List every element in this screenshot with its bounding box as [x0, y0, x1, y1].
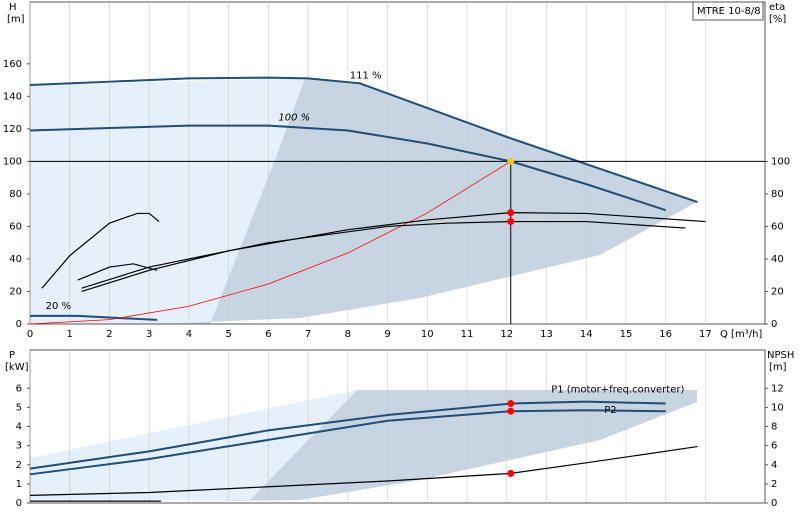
range-light [30, 390, 357, 500]
series-label: 111 % [350, 70, 382, 81]
x-tick-label: 14 [580, 329, 593, 340]
x-tick-label: 12 [500, 329, 513, 340]
operating-point [507, 407, 515, 415]
curve [29, 76, 698, 203]
y-tick-label: 4 [16, 422, 22, 433]
curve [29, 161, 511, 325]
y-tick-label: 60 [9, 221, 22, 232]
series-label: P1 (motor+freq.converter) [551, 385, 684, 396]
x-tick-label: 9 [384, 329, 390, 340]
curve [41, 212, 160, 289]
y2-tick-label: 8 [771, 422, 777, 433]
y-unit: [kW] [5, 362, 29, 373]
y2-tick-label: 2 [771, 479, 777, 490]
y2-tick-label: 10 [771, 402, 784, 413]
operating-point [507, 400, 515, 408]
x-tick-label: 10 [421, 329, 434, 340]
x-tick-label: 1 [67, 329, 73, 340]
x-tick-label: 8 [345, 329, 351, 340]
y2-tick-label: 100 [771, 156, 790, 167]
y-tick-label: 160 [3, 59, 22, 70]
curve [77, 263, 158, 281]
y2-unit: [%] [769, 14, 786, 25]
curve [29, 409, 666, 476]
y2-tick-label: 60 [771, 221, 784, 232]
x-tick-label: 4 [186, 329, 192, 340]
y-tick-label: 0 [16, 498, 22, 509]
y2-label: NPSH [767, 350, 794, 361]
y-tick-label: 80 [9, 189, 22, 200]
y-tick-label: 20 [9, 286, 22, 297]
y2-unit: [m] [769, 362, 787, 373]
x-tick-label: 5 [225, 329, 231, 340]
x-tick-label: 17 [699, 329, 712, 340]
y-label: H [9, 2, 17, 13]
curve [29, 445, 698, 496]
x-tick-label: 16 [659, 329, 672, 340]
operating-point [507, 209, 515, 217]
operating-point [507, 469, 515, 477]
x-tick-label: 15 [620, 329, 633, 340]
x-tick-label: 11 [461, 329, 474, 340]
x-tick-label: 7 [305, 329, 311, 340]
y2-label: eta [769, 2, 785, 13]
curve [30, 314, 158, 321]
y-tick-label: 5 [16, 402, 22, 413]
chart-title: MTRE 10-8/8 [697, 6, 761, 17]
x-tick-label: 6 [265, 329, 271, 340]
y2-tick-label: 40 [771, 254, 784, 265]
x-tick-label: 2 [106, 329, 112, 340]
y-tick-label: 40 [9, 254, 22, 265]
y2-tick-label: 6 [771, 441, 777, 452]
x-label: Q [m³/h] [720, 329, 762, 340]
operating-point [507, 157, 515, 165]
y2-tick-label: 4 [771, 460, 777, 471]
range-light [30, 78, 305, 324]
range-shade [160, 78, 697, 324]
y2-tick-label: 0 [771, 319, 777, 330]
x-tick-label: 3 [146, 329, 152, 340]
curve [29, 124, 666, 212]
curve [29, 400, 666, 470]
operating-point [507, 218, 515, 226]
y-tick-label: 1 [16, 479, 22, 490]
y-tick-label: 2 [16, 460, 22, 471]
y-label: P [9, 350, 15, 361]
y-unit: [m] [7, 14, 25, 25]
curve [81, 212, 706, 293]
y-tick-label: 120 [3, 124, 22, 135]
title-box [692, 1, 764, 21]
y-tick-label: 0 [16, 319, 22, 330]
x-tick-label: 0 [27, 329, 33, 340]
y2-tick-label: 20 [771, 286, 784, 297]
y2-tick-label: 0 [771, 498, 777, 509]
series-label: 20 % [46, 301, 71, 312]
series-label: 100 % [278, 113, 310, 124]
y-tick-label: 140 [3, 91, 22, 102]
curve [81, 220, 686, 289]
x-tick-label: 13 [540, 329, 553, 340]
series-label: P2 [604, 405, 616, 416]
y2-tick-label: 80 [771, 189, 784, 200]
y-tick-label: 6 [16, 383, 22, 394]
y-tick-label: 100 [3, 156, 22, 167]
y2-tick-label: 12 [771, 383, 784, 394]
y-tick-label: 3 [16, 441, 22, 452]
range-shade [160, 390, 697, 502]
